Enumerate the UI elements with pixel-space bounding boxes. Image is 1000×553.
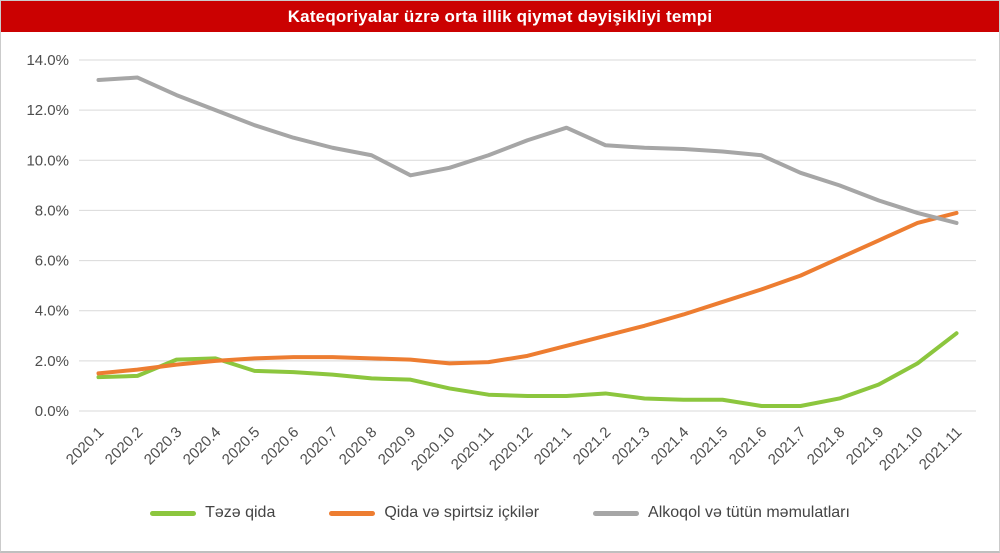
x-tick-label: 2021.11 [916,424,966,474]
y-tick-label: 6.0% [35,253,69,270]
x-tick-label: 2021.4 [648,424,692,468]
legend-item-teze-qida: Təzə qida [150,504,275,522]
legend-marker-alkoqol-ve-tutun-memulatlari [593,510,640,516]
chart-legend: Təzə qida Qida və spirtsiz içkilər Alkoqol… [1,493,999,533]
x-tick-label: 2020.8 [336,424,380,468]
y-tick-label: 8.0% [35,202,69,219]
series-line-qida-ve-spirtsiz-ickiler [96,210,959,376]
x-tick-label: 2020.2 [102,424,146,468]
x-tick-label: 2021.5 [687,424,731,468]
y-tick-label: 2.0% [35,353,69,370]
legend-label: Qida və spirtsiz içkilər [384,504,540,521]
y-tick-label: 0.0% [35,403,69,420]
x-tick-label: 2020.1 [63,424,107,468]
x-tick-label: 2020.12 [486,424,536,474]
legend-item-alkoqol-ve-tutun-memulatlari: Alkoqol və tütün məmulatları [593,504,850,522]
y-tick-label: 12.0% [26,102,69,119]
x-tick-label: 2021.3 [609,424,653,468]
x-tick-label: 2020.3 [141,424,185,468]
chart-title-banner: Kateqoriyalar üzrə orta illik qiymət dəy… [1,1,999,32]
legend-label: Alkoqol və tütün məmulatları [648,504,850,521]
legend-marker-qida-ve-spirtsiz-ickiler [329,510,376,516]
x-tick-label: 2020.6 [258,424,302,468]
y-tick-label: 14.0% [26,52,69,69]
legend-item-qida-ve-spirtsiz-ickiler: Qida və spirtsiz içkilər [329,504,539,522]
x-tick-label: 2020.7 [297,424,341,468]
legend-marker-teze-qida [150,510,197,516]
x-tick-label: 2020.10 [408,424,458,474]
legend-label: Təzə qida [205,504,276,521]
x-tick-label: 2021.2 [570,424,614,468]
x-tick-label: 2021.10 [876,424,926,474]
line-chart: 0.0% 2.0% 4.0% 6.0% 8.0% 10.0% 12.0% 14.0% 2020.… [26,52,976,474]
x-tick-label: 2020.5 [219,424,263,468]
series-line-teze-qida [96,331,959,408]
x-tick-label: 2021.8 [804,424,848,468]
chart-title: Kateqoriyalar üzrə orta illik qiymət dəy… [287,6,713,26]
x-tick-label: 2021.1 [531,424,575,468]
x-tick-label: 2021.7 [765,424,809,468]
y-tick-label: 4.0% [35,303,69,320]
y-tick-label: 10.0% [26,152,69,169]
x-tick-label: 2020.4 [180,424,224,468]
series-line-alkoqol-ve-tutun-memulatlari [96,75,959,225]
x-tick-label: 2021.6 [726,424,770,468]
